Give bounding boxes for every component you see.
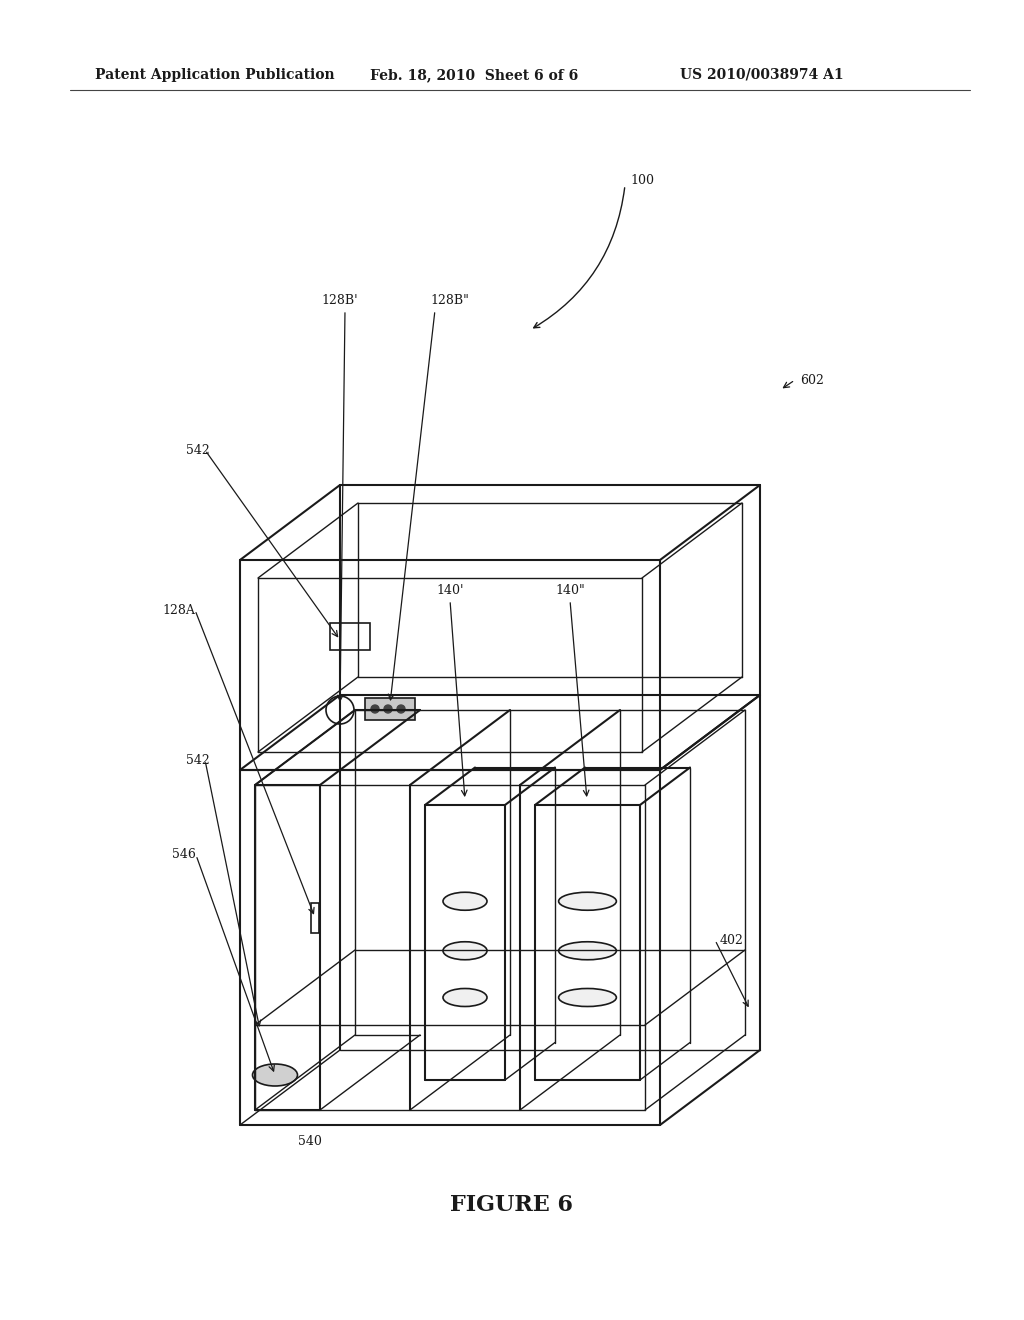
Text: 542: 542 [186, 444, 210, 457]
Text: 100: 100 [630, 173, 654, 186]
Bar [311, 903, 319, 932]
Text: 128B": 128B" [430, 293, 469, 306]
Circle shape [326, 696, 354, 723]
Ellipse shape [443, 941, 487, 960]
Text: 542: 542 [186, 754, 210, 767]
Bar [365, 698, 415, 719]
Text: 140": 140" [555, 583, 585, 597]
Text: Patent Application Publication: Patent Application Publication [95, 69, 335, 82]
Bar [330, 623, 370, 649]
Ellipse shape [559, 941, 616, 960]
Text: 602: 602 [800, 374, 824, 387]
Text: 128A: 128A [162, 603, 195, 616]
Circle shape [384, 705, 392, 713]
Text: 540: 540 [298, 1135, 322, 1148]
Text: 128B': 128B' [322, 293, 358, 306]
Text: US 2010/0038974 A1: US 2010/0038974 A1 [680, 69, 844, 82]
Text: 140': 140' [436, 583, 464, 597]
Ellipse shape [253, 1064, 298, 1086]
Circle shape [371, 705, 379, 713]
Text: 402: 402 [720, 933, 743, 946]
Ellipse shape [559, 892, 616, 911]
Text: 546: 546 [172, 849, 196, 862]
Ellipse shape [443, 892, 487, 911]
Ellipse shape [559, 989, 616, 1006]
Text: Feb. 18, 2010  Sheet 6 of 6: Feb. 18, 2010 Sheet 6 of 6 [370, 69, 579, 82]
Text: FIGURE 6: FIGURE 6 [451, 1195, 573, 1216]
Ellipse shape [443, 989, 487, 1006]
Circle shape [397, 705, 406, 713]
